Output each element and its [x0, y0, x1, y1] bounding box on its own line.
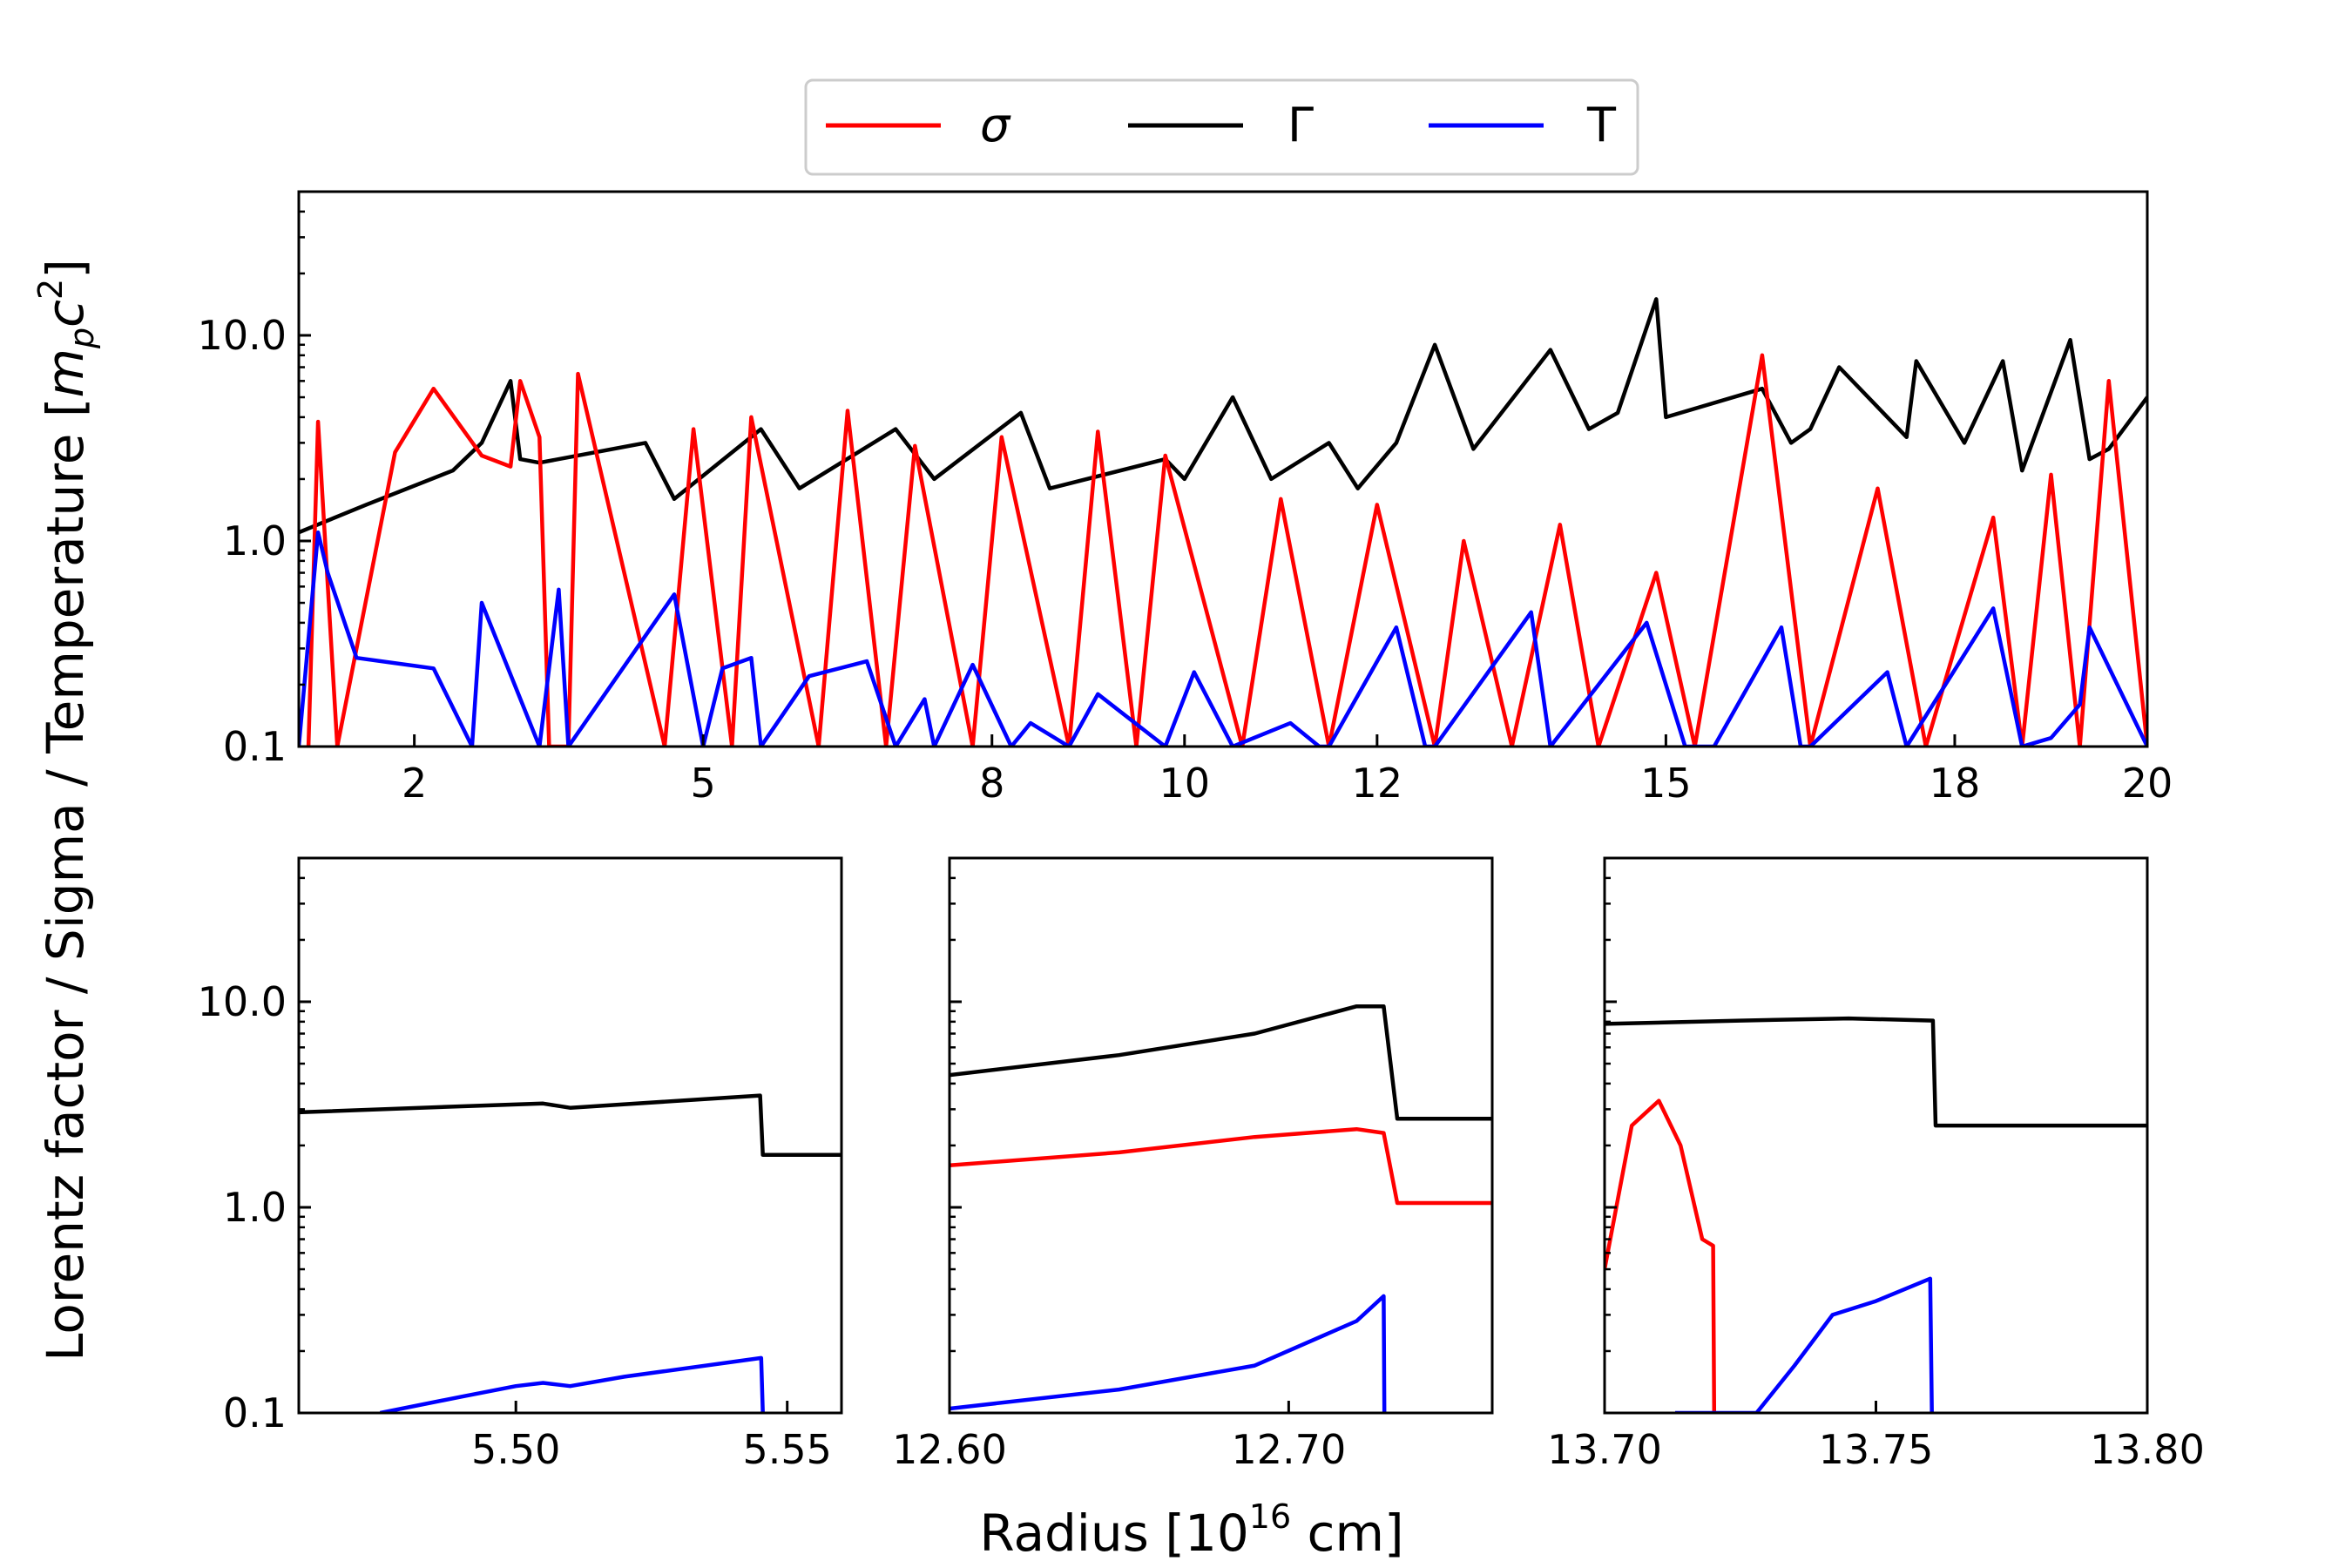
legend-label-temp: T — [1586, 98, 1617, 152]
main-y-tick-label: 10.0 — [198, 312, 287, 359]
inset-1-frame — [297, 856, 843, 1415]
main-x-tick-label: 5 — [691, 760, 716, 807]
inset-3-line-sigma — [1605, 1098, 1717, 1413]
inset-3-line-temp — [1675, 1276, 1934, 1413]
inset-2-line-sigma — [950, 1126, 1492, 1206]
main-x-tick-label: 15 — [1640, 760, 1692, 807]
inset-3-frame — [1603, 856, 2149, 1415]
inset-3-series — [1605, 1016, 2147, 1413]
main-x-tick-label: 2 — [402, 760, 427, 807]
inset-plot-2: 12.60 12.70 — [892, 856, 1494, 1473]
main-y-tick-label: 1.0 — [223, 517, 287, 564]
main-x-tick-label: 20 — [2122, 760, 2173, 807]
inset-3-x-tick-label: 13.70 — [1547, 1426, 1662, 1473]
inset-2-frame — [948, 856, 1494, 1415]
main-plot-panel: 0.1 1.0 10.0 2 5 8 10 12 15 18 20 — [198, 190, 2173, 807]
legend: σ Γ T — [804, 78, 1639, 176]
inset-1-line-temp — [379, 1355, 765, 1413]
main-frame — [297, 190, 2149, 748]
inset-3-x-tick-label: 13.75 — [1819, 1426, 1934, 1473]
inset-1-x-tick-label: 5.50 — [471, 1426, 560, 1473]
legend-label-sigma: σ — [980, 98, 1011, 152]
main-series — [299, 297, 2147, 747]
main-x-tick-label: 18 — [1930, 760, 1981, 807]
inset-plot-3: 13.70 13.75 13.80 — [1547, 856, 2205, 1473]
main-line-temp — [299, 530, 2147, 747]
main-x-tick-label: 10 — [1159, 760, 1211, 807]
y-axis-title: Lorentz factor / Sigma / Temperature [mp… — [31, 259, 101, 1362]
inset-2-line-gamma — [950, 1004, 1492, 1121]
x-axis-title: Radius [1016 cm] — [979, 1497, 1403, 1563]
inset-2-x-tick-label: 12.70 — [1232, 1426, 1347, 1473]
inset-3-line-gamma — [1605, 1016, 2147, 1128]
main-y-tick-label: 0.1 — [223, 723, 287, 770]
inset-1-line-gamma — [299, 1093, 841, 1157]
inset-1-y-tick-label: 1.0 — [223, 1184, 287, 1231]
main-line-gamma — [299, 297, 2147, 535]
main-x-tick-label: 8 — [979, 760, 1004, 807]
main-x-tick-label: 12 — [1352, 760, 1403, 807]
main-line-sigma — [306, 353, 2147, 747]
inset-2-line-temp — [950, 1294, 1387, 1413]
inset-1-y-tick-label: 10.0 — [198, 978, 287, 1025]
inset-1-y-tick-label: 0.1 — [223, 1389, 287, 1436]
inset-1-x-tick-label: 5.55 — [742, 1426, 831, 1473]
inset-2-series — [950, 1004, 1492, 1413]
legend-label-gamma: Γ — [1288, 98, 1314, 152]
inset-3-x-tick-label: 13.80 — [2090, 1426, 2205, 1473]
inset-1-series — [299, 1093, 841, 1413]
inset-plot-1: 0.1 1.0 10.0 5.50 5.55 — [198, 856, 843, 1473]
inset-2-x-tick-label: 12.60 — [892, 1426, 1007, 1473]
